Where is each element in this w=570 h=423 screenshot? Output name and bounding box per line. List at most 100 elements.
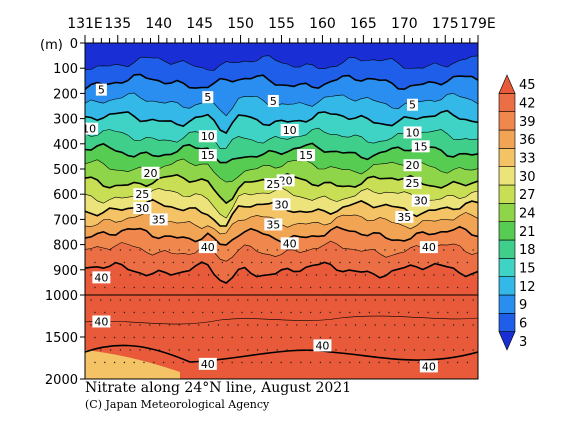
sample-dot xyxy=(280,311,282,314)
contour-label: 5 xyxy=(95,83,107,97)
sample-dot xyxy=(374,299,376,301)
sample-dot xyxy=(345,299,347,301)
contour-band xyxy=(85,43,478,71)
sample-dot xyxy=(256,274,259,276)
sample-dot xyxy=(319,336,322,339)
sample-dot xyxy=(300,286,302,289)
x-tick-label: 155 xyxy=(268,16,295,32)
contour-band xyxy=(85,262,478,379)
sample-dot xyxy=(309,336,312,339)
contour-label-text: 5 xyxy=(270,95,277,108)
contour-band xyxy=(85,199,478,234)
contour-label-bg xyxy=(267,94,279,107)
sample-dot xyxy=(168,249,171,251)
sample-dot xyxy=(296,299,298,301)
sample-dot xyxy=(335,274,337,276)
sample-dot xyxy=(123,311,126,314)
contour-label-text: 30 xyxy=(275,198,289,211)
sample-dot xyxy=(270,336,273,339)
sample-dot xyxy=(227,249,229,251)
contour-label: 40 xyxy=(313,339,332,352)
contour-label-bg xyxy=(419,360,438,373)
sample-dot xyxy=(368,336,371,339)
colorbar-label: 9 xyxy=(519,298,527,313)
sample-dot xyxy=(309,311,312,314)
sample-dot xyxy=(251,361,253,364)
sample-dot xyxy=(394,274,396,276)
colorbar-swatch xyxy=(498,184,516,204)
sample-dot xyxy=(123,336,126,339)
contour-label: 15 xyxy=(411,140,430,153)
sample-dot xyxy=(374,274,376,276)
sample-dot xyxy=(168,274,171,276)
colorbar-label: 21 xyxy=(519,225,536,240)
sample-dot xyxy=(407,286,410,289)
sample-dot xyxy=(237,299,239,301)
sample-dot xyxy=(305,299,308,301)
sample-dot xyxy=(447,261,449,264)
sample-dot xyxy=(354,249,357,251)
contour-label: 30 xyxy=(133,202,152,215)
sample-dot xyxy=(427,286,429,289)
sample-dot xyxy=(276,349,278,351)
sample-dot xyxy=(358,311,361,314)
sample-dot xyxy=(423,324,425,326)
sample-dot xyxy=(168,324,171,326)
sample-dot xyxy=(241,261,243,264)
sample-dot xyxy=(433,324,435,326)
contour-label-bg xyxy=(133,202,152,215)
y-tick-label: 100 xyxy=(53,62,78,77)
sample-dot xyxy=(211,261,214,264)
colorbar-swatch xyxy=(498,129,516,149)
sample-dot xyxy=(305,274,308,276)
sample-dot xyxy=(143,286,145,289)
sample-dot xyxy=(266,299,269,301)
sample-dot xyxy=(202,336,204,339)
x-tick-label: 135 xyxy=(104,16,131,32)
contour-label-bg xyxy=(280,237,299,250)
sample-dot xyxy=(378,311,380,314)
sample-dot xyxy=(90,274,92,276)
sample-dot xyxy=(296,349,298,351)
sample-dot xyxy=(358,286,361,289)
sample-dot xyxy=(104,261,106,264)
sample-dot xyxy=(384,249,386,251)
colorbar-label: 3 xyxy=(519,335,527,350)
sample-dot xyxy=(472,324,474,326)
x-axis-unit-label: (m) xyxy=(40,38,63,53)
sample-dot xyxy=(178,324,180,326)
sample-dot xyxy=(452,274,455,276)
sample-dot xyxy=(129,249,131,251)
sample-dot xyxy=(266,349,269,351)
contour-label: 10 xyxy=(85,123,99,136)
colorbar-label: 45 xyxy=(519,78,536,93)
contour-label-text: 40 xyxy=(422,360,436,373)
sample-dot xyxy=(305,349,308,351)
sample-dot xyxy=(407,361,410,364)
contour-label-bg xyxy=(149,213,168,226)
contour-band xyxy=(85,173,478,219)
sample-dot xyxy=(231,261,233,264)
sample-dot xyxy=(188,249,190,251)
sample-dot xyxy=(315,324,318,326)
sample-dot xyxy=(241,286,243,289)
contour-label: 15 xyxy=(198,149,217,162)
contour-label-bg xyxy=(264,218,283,231)
y-tick-label: 900 xyxy=(53,264,78,279)
sample-dot xyxy=(90,324,92,326)
colorbar-swatch xyxy=(498,276,516,296)
contour-label-bg xyxy=(202,91,214,104)
sample-dot xyxy=(149,324,151,326)
sample-dot xyxy=(423,299,425,301)
colorbar-label: 15 xyxy=(519,262,536,277)
sample-dot xyxy=(339,311,341,314)
sample-dot xyxy=(456,361,459,364)
sample-dot xyxy=(133,286,135,289)
sample-dot xyxy=(290,261,292,264)
contour-line xyxy=(85,55,478,71)
contour-label-bg xyxy=(395,210,414,223)
colorbar-label: 18 xyxy=(519,243,536,258)
sample-dot xyxy=(270,286,273,289)
sample-dot xyxy=(90,349,92,351)
